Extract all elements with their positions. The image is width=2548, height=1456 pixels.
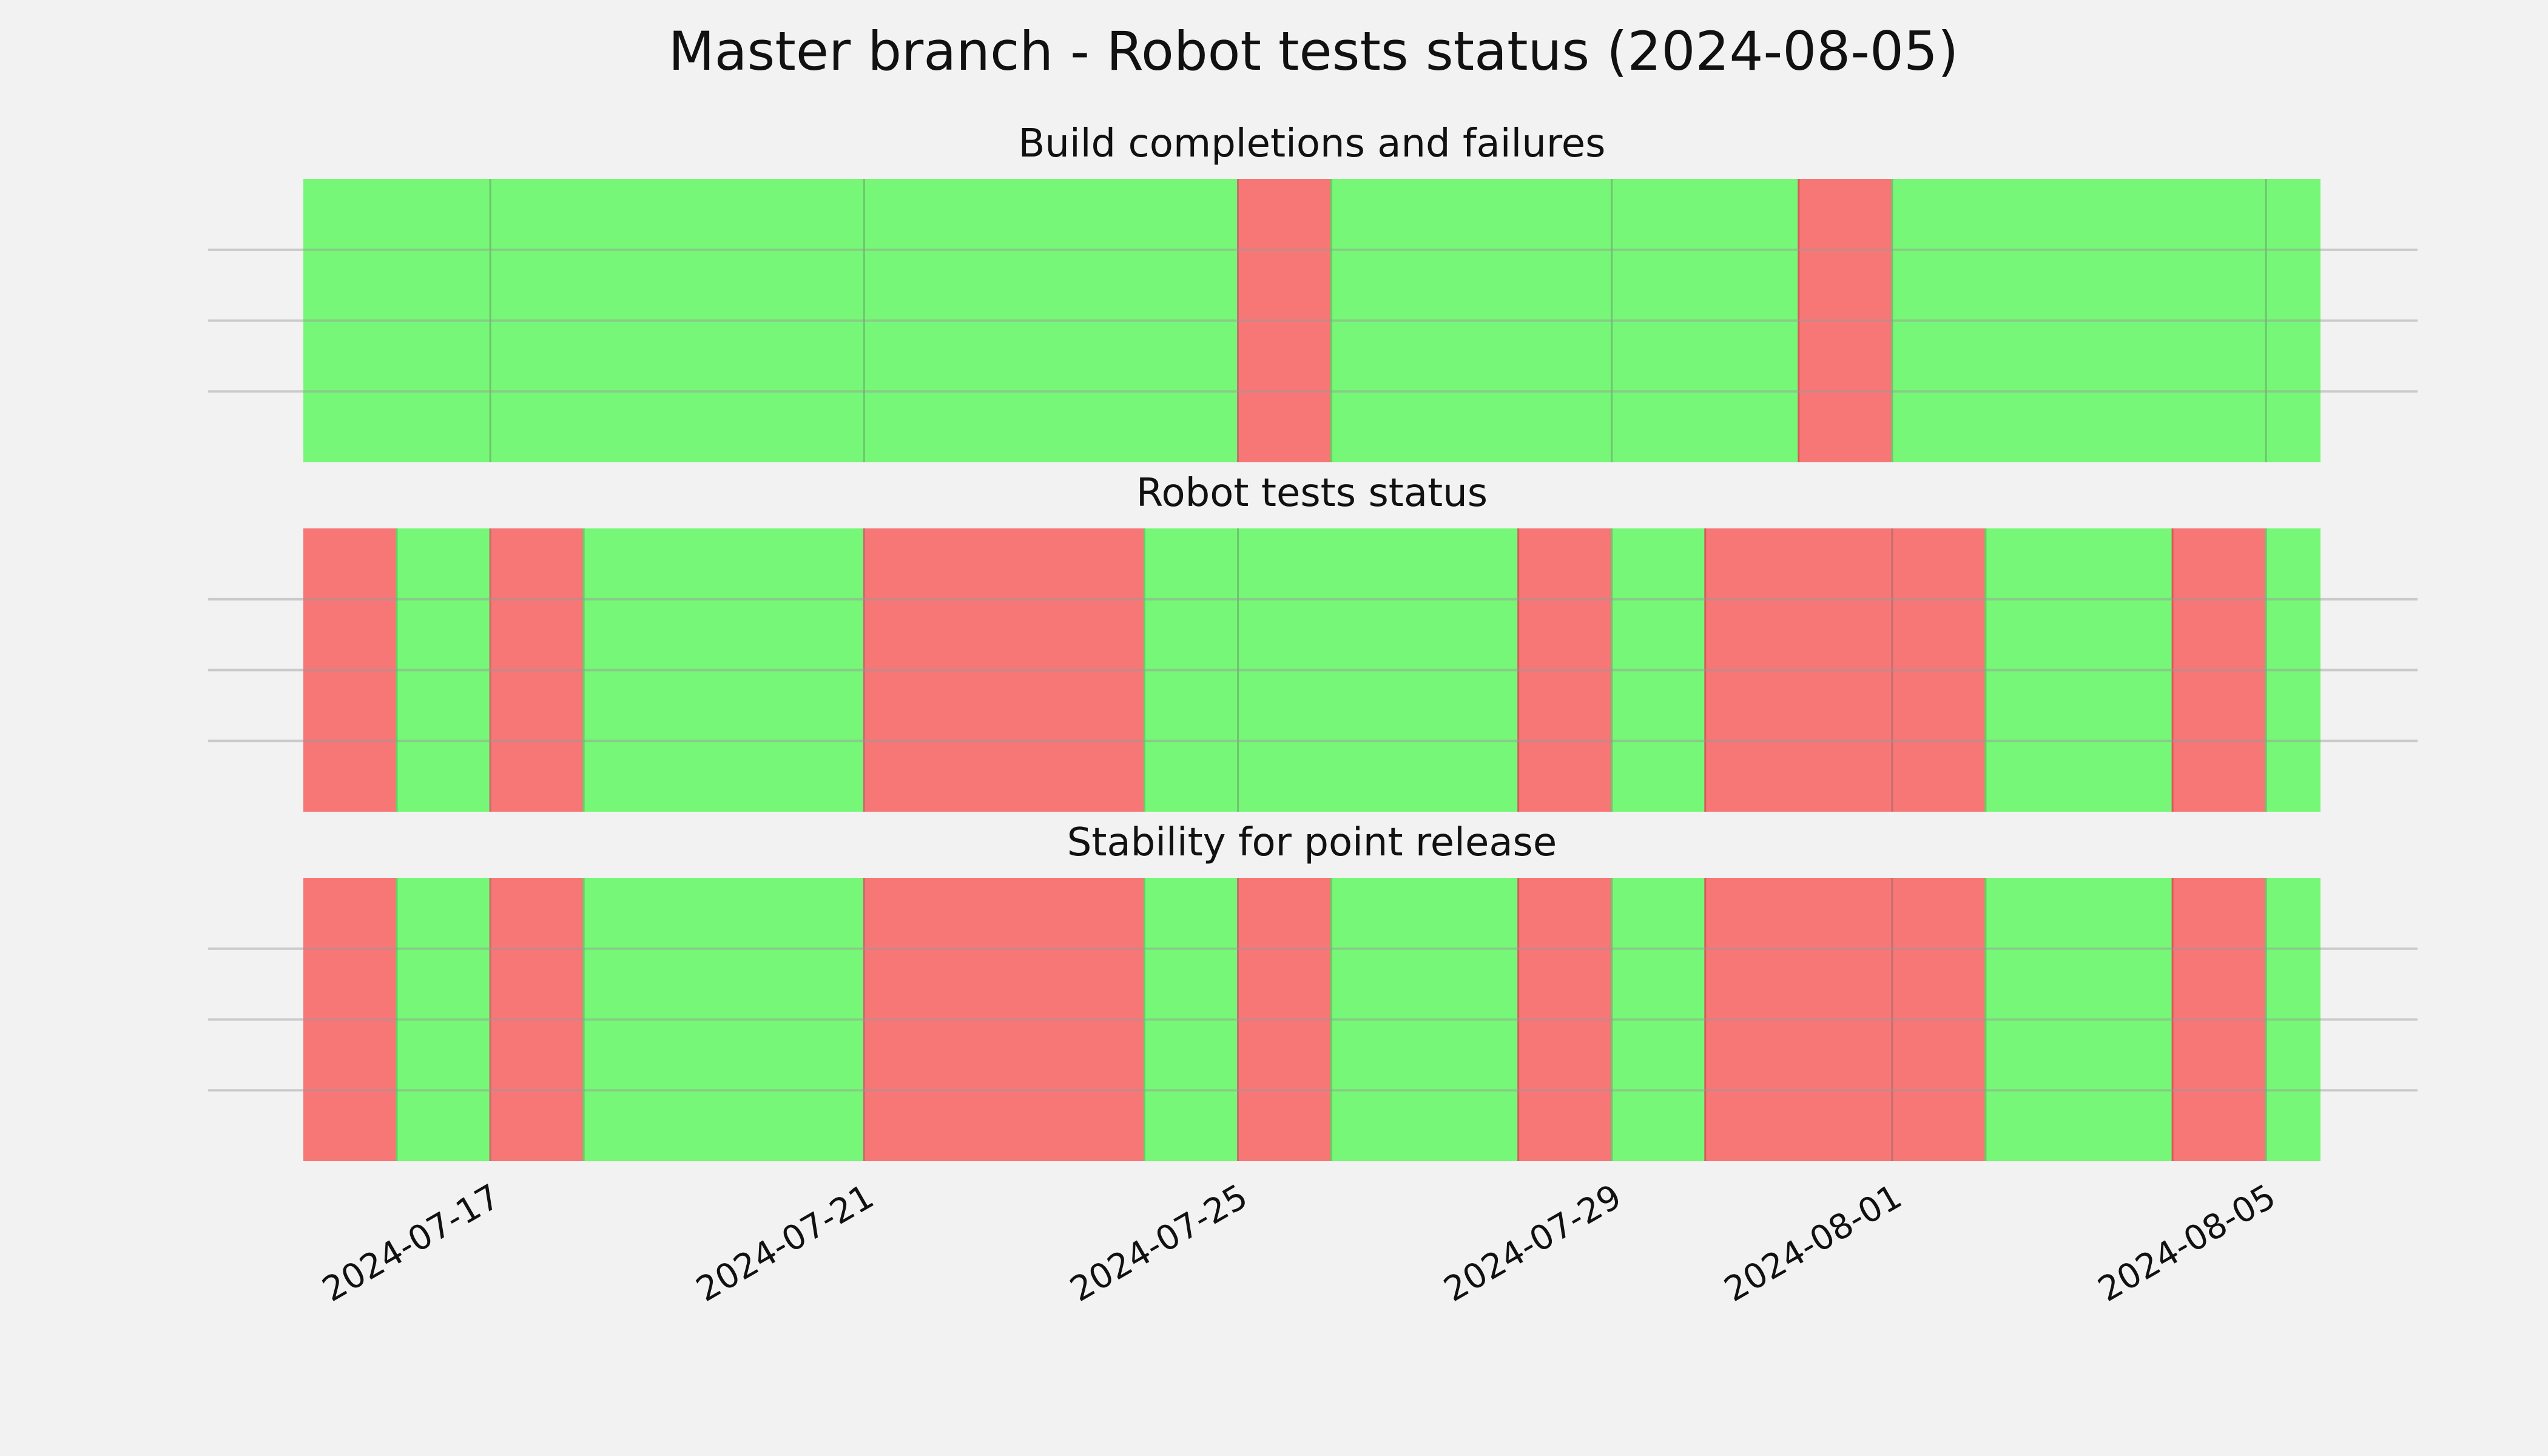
status-segment-fail bbox=[490, 528, 584, 812]
status-segment-pass bbox=[397, 528, 491, 812]
status-segment-fail bbox=[303, 878, 397, 1161]
status-segment-fail bbox=[1518, 528, 1612, 812]
status-segment-pass bbox=[1611, 528, 1705, 812]
panels-layer: Build completions and failures Robot test… bbox=[208, 121, 2418, 1161]
status-segment-fail bbox=[1892, 878, 1986, 1161]
status-segment-fail bbox=[1705, 878, 1892, 1161]
status-segment-pass bbox=[1331, 878, 1518, 1161]
status-segment-fail bbox=[490, 878, 584, 1161]
status-segment-pass bbox=[2266, 179, 2320, 462]
status-segment-fail bbox=[2172, 528, 2267, 812]
panel-title: Robot tests status bbox=[1136, 471, 1488, 516]
status-segment-fail bbox=[2172, 878, 2267, 1161]
panel-title: Build completions and failures bbox=[1019, 121, 1606, 166]
status-segment-fail bbox=[864, 878, 1145, 1161]
status-segment-fail bbox=[1798, 179, 1892, 462]
status-segment-fail bbox=[1238, 878, 1332, 1161]
chart-title: Master branch - Robot tests status (2024… bbox=[669, 20, 1959, 83]
status-segment-fail bbox=[864, 528, 1145, 812]
panel-2: Robot tests status bbox=[208, 471, 2418, 812]
status-segment-pass bbox=[303, 179, 491, 462]
panel-title: Stability for point release bbox=[1067, 820, 1557, 865]
panel-3: Stability for point release bbox=[208, 820, 2418, 1161]
panel-1: Build completions and failures bbox=[208, 121, 2418, 462]
status-segment-pass bbox=[397, 878, 491, 1161]
status-segment-fail bbox=[303, 528, 397, 812]
status-segment-pass bbox=[1144, 528, 1238, 812]
status-segment-pass bbox=[864, 179, 1238, 462]
status-segment-pass bbox=[1238, 528, 1518, 812]
status-segment-fail bbox=[1238, 179, 1332, 462]
status-segment-pass bbox=[1611, 179, 1799, 462]
status-segment-fail bbox=[1518, 878, 1612, 1161]
status-segment-pass bbox=[2266, 528, 2320, 812]
status-segment-pass bbox=[1892, 179, 2267, 462]
status-segment-pass bbox=[584, 878, 864, 1161]
status-segment-pass bbox=[1611, 878, 1705, 1161]
status-segment-fail bbox=[1705, 528, 1892, 812]
status-segment-pass bbox=[490, 179, 864, 462]
status-segment-pass bbox=[2266, 878, 2320, 1161]
status-segment-pass bbox=[1331, 179, 1612, 462]
status-segment-pass bbox=[584, 528, 864, 812]
status-segment-pass bbox=[1985, 878, 2173, 1161]
status-segment-pass bbox=[1985, 528, 2173, 812]
status-segment-pass bbox=[1144, 878, 1238, 1161]
status-segment-fail bbox=[1892, 528, 1986, 812]
